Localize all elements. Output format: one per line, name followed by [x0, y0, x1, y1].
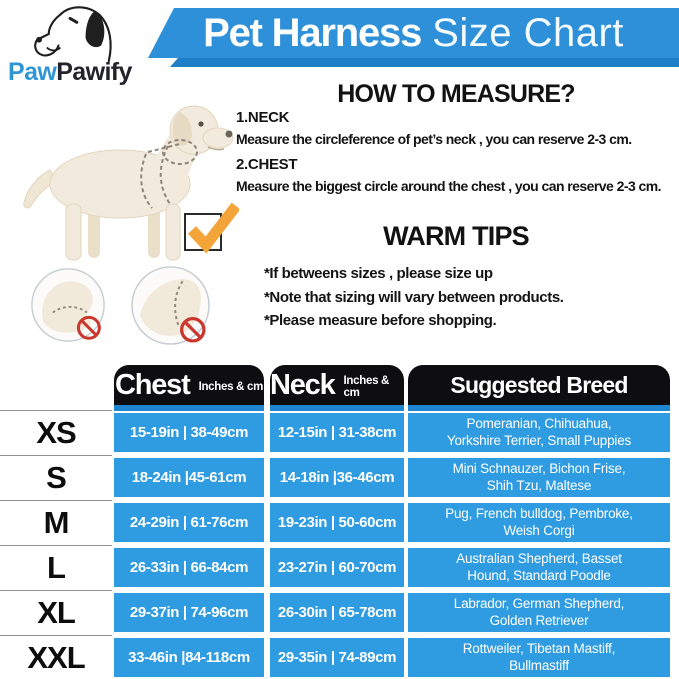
size-label-m: M: [43, 504, 70, 540]
step-neck-label: 1.NECK: [236, 109, 290, 126]
chest-cell: 33-46in |84-118cm: [114, 638, 264, 677]
breed-cell: Pug, French bulldog, Pembroke, Weish Cor…: [408, 503, 670, 542]
size-label-xl: XL: [37, 594, 76, 630]
chest-cell: 24-29in | 61-76cm: [114, 503, 264, 542]
chest-header-units: Inches & cm: [198, 381, 264, 393]
step-chest-text: Measure the biggest circle around the ch…: [236, 178, 662, 194]
neck-closeup-no-sign-icon: [31, 268, 105, 342]
tip-line: *Note that sizing will vary between prod…: [264, 288, 564, 306]
size-label-l: L: [47, 549, 66, 585]
breed-cell: Pomeranian, Chihuahua, Yorkshire Terrier…: [408, 413, 670, 452]
neck-cell: 29-35in | 74-89cm: [270, 638, 404, 677]
tip-line: *If betweens sizes , please size up: [264, 265, 493, 282]
neck-header-underline: [270, 405, 404, 411]
row-separator: [0, 590, 112, 591]
breed-header-label: Suggested Breed: [450, 371, 628, 398]
banner-title-light: Size Chart: [432, 10, 624, 55]
breed-cell: Mini Schnauzer, Bichon Frise, Shih Tzu, …: [408, 458, 670, 497]
neck-cell: 12-15in | 31-38cm: [270, 413, 404, 452]
banner-shadow-strip: [170, 58, 679, 67]
row-separator: [0, 635, 112, 636]
column-header-breed: Suggested Breed: [408, 365, 670, 405]
size-label-s: S: [46, 459, 67, 495]
logo-text-pawify: Pawify: [56, 58, 132, 86]
breed-cell: Labrador, German Shepherd, Golden Retrie…: [408, 593, 670, 632]
step-chest-label: 2.CHEST: [236, 156, 298, 173]
logo-wordmark: PawPawify: [8, 58, 132, 87]
chest-cell: 26-33in | 66-84cm: [114, 548, 264, 587]
neck-cell: 19-23in | 50-60cm: [270, 503, 404, 542]
column-header-neck: Neck Inches & cm: [270, 365, 404, 405]
chest-closeup-no-sign-icon: [131, 266, 210, 345]
header-banner: Pet Harness Size Chart: [148, 8, 679, 58]
check-icon: [184, 202, 239, 254]
column-header-chest: Chest Inches & cm: [114, 365, 264, 405]
breed-cell: Australian Shepherd, Basset Hound, Stand…: [408, 548, 670, 587]
neck-header-units: Inches & cm: [343, 375, 390, 399]
neck-cell: 26-30in | 65-78cm: [270, 593, 404, 632]
logo-dog-head-icon: [34, 6, 112, 63]
chest-cell: 29-37in | 74-96cm: [114, 593, 264, 632]
dog-harness-illustration: [23, 105, 234, 261]
row-separator: [0, 455, 112, 456]
row-separator: [0, 500, 112, 501]
logo-text-paw: Paw: [8, 58, 57, 86]
how-to-measure-heading: HOW TO MEASURE?: [337, 80, 575, 108]
size-label-xs: XS: [36, 414, 76, 450]
warm-tips-list: *If betweens sizes , please size up *Not…: [264, 262, 564, 333]
neck-header-label: Neck: [270, 368, 336, 401]
neck-cell: 14-18in |36-46cm: [270, 458, 404, 497]
breed-cell: Rottweiler, Tibetan Mastiff, Bullmastiff: [408, 638, 670, 677]
chest-cell: 15-19in | 38-49cm: [114, 413, 264, 452]
chest-header-underline: [114, 405, 264, 411]
row-separator: [0, 410, 112, 411]
banner-title-bold: Pet Harness: [203, 10, 422, 55]
tip-line: *Please measure before shopping.: [264, 312, 497, 329]
chest-header-label: Chest: [114, 368, 191, 401]
size-label-xxl: XXL: [27, 639, 85, 675]
warm-tips-heading: WARM TIPS: [383, 221, 530, 251]
breed-header-underline: [408, 405, 670, 411]
chest-cell: 18-24in |45-61cm: [114, 458, 264, 497]
row-separator: [0, 545, 112, 546]
step-neck-text: Measure the circleference of pet’s neck …: [236, 131, 632, 147]
neck-cell: 23-27in | 60-70cm: [270, 548, 404, 587]
